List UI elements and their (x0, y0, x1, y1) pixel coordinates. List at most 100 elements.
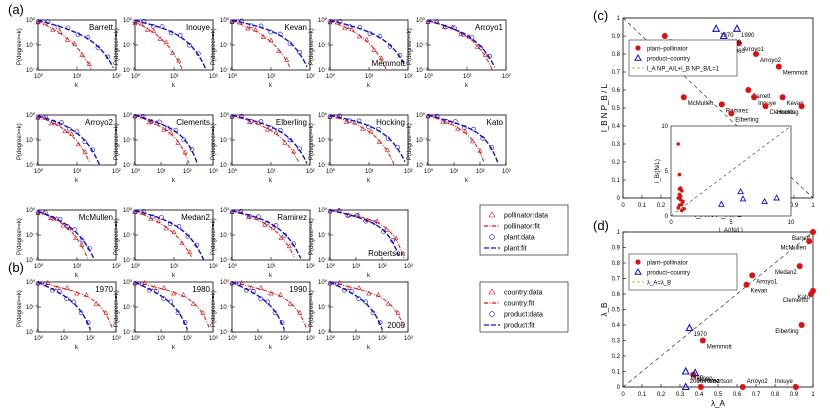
inset-x-tick-label: 10 (788, 220, 795, 226)
plant-data-marker (327, 281, 333, 286)
y-tick-label: 10⁻² (123, 330, 135, 336)
point-label: Kevan (787, 101, 804, 107)
plant-data-marker (347, 24, 353, 30)
product-country-point (685, 323, 694, 332)
legend-box (628, 253, 738, 291)
plant-data-marker (287, 137, 293, 143)
pollinator-data-marker (69, 131, 75, 137)
point-label: Elberling (735, 117, 758, 123)
pollinator-data-marker (277, 291, 283, 297)
pollinator-data-marker (55, 121, 61, 127)
plant-pollinator-point (751, 94, 758, 101)
pollinator-data-marker (86, 61, 92, 66)
plant-data-marker (478, 45, 484, 50)
point-label: 1990 (741, 33, 755, 39)
plant-data-marker (43, 114, 49, 120)
plant-data-marker (157, 119, 162, 125)
legend-label: plant:data (504, 235, 535, 242)
y-tick-label: 0.9 (612, 34, 621, 40)
pollinator-fit-line (231, 281, 307, 328)
pollinator-data-marker (384, 226, 390, 232)
y-tick-label: 10⁻² (26, 68, 38, 74)
pollinator-data-marker (268, 37, 274, 43)
plant-data-marker (425, 113, 431, 119)
x-tick-label: 10¹ (73, 74, 82, 80)
x-tick-label: 0.4 (695, 392, 704, 398)
pollinator-data-marker (170, 50, 176, 55)
pollinator-data-marker (286, 243, 292, 249)
pollinator-data-marker (60, 222, 66, 228)
x-tick-label: 0 (621, 392, 625, 398)
plant-fit-line (329, 19, 406, 67)
plant-data-marker (443, 24, 448, 30)
plant-data-marker (489, 145, 495, 151)
plant-data-marker (291, 241, 296, 246)
x-tick-label: 0.6 (733, 392, 742, 398)
pollinator-data-marker (245, 25, 251, 31)
x-tick-label: 10⁰ (228, 263, 238, 270)
pollinator-data-marker (482, 52, 488, 57)
x-axis-label: k (269, 273, 273, 279)
plant-data-marker (147, 287, 152, 293)
point-label: 1970 (720, 33, 734, 39)
x-tick-label: 10² (112, 264, 121, 270)
pollinator-data-marker (440, 119, 446, 124)
plant-data-marker (85, 35, 91, 40)
plant-data-marker (165, 125, 170, 131)
plant-pollinator-point (808, 291, 815, 297)
x-tick-label: 10² (404, 169, 413, 175)
plant-data-marker (65, 224, 70, 229)
pollinator-data-marker (75, 141, 81, 147)
axes-frame (231, 114, 311, 166)
x-tick-label: 10¹ (73, 264, 82, 270)
plant-data-marker (175, 310, 181, 315)
subplot-mcmullen: 10⁰ 10¹ 10²10⁰10⁻¹10⁻²kP(degree>=k)McMulle… (17, 207, 121, 279)
plant-data-marker (154, 289, 159, 294)
legend-label: country:data (504, 290, 543, 297)
pollinator-data-marker (352, 119, 358, 125)
plant-data-marker (390, 238, 395, 243)
y-tick-label: 0 (617, 196, 621, 202)
pollinator-data-marker (171, 290, 177, 296)
y-tick-label: 10⁰ (220, 279, 230, 286)
plant-data-marker (42, 281, 48, 287)
plant-fit-line (134, 114, 199, 165)
point-label: McMullen (781, 245, 807, 251)
x-tick-label: 10³ (209, 336, 218, 342)
pollinator-data-marker (146, 119, 152, 125)
plant-data-marker (327, 208, 333, 214)
plant-data-marker (249, 118, 254, 124)
y-tick-label: 0.6 (612, 292, 621, 298)
pollinator-fit-line (329, 281, 405, 328)
x-tick-label: 10⁰ (34, 263, 44, 270)
x-tick-label: 10¹ (267, 169, 276, 175)
x-tick-label: 10¹ (450, 169, 459, 175)
x-tick-label: 0.8 (771, 392, 780, 398)
subplot-title: Barrett (89, 23, 114, 32)
plant-data-marker (229, 209, 235, 215)
x-axis-label: k (172, 178, 176, 184)
y-tick-label: 10⁻² (220, 68, 232, 74)
plant-data-marker (187, 42, 192, 48)
legend-box (628, 39, 738, 77)
plant-fit-line (329, 281, 383, 330)
pollinator-data-marker (171, 229, 177, 234)
plant-data-marker (74, 129, 80, 135)
y-tick-label: 10⁻² (416, 68, 428, 74)
y-tick-label: 10⁰ (123, 279, 133, 286)
plant-pollinator-point (779, 94, 786, 101)
legend-label: country:fit (504, 301, 534, 308)
y-tick-label: 0.7 (612, 70, 621, 76)
y-tick-label: 0.2 (612, 160, 621, 166)
plant-data-marker (336, 208, 342, 214)
plant-data-marker (161, 296, 166, 302)
point-label: Memmott (707, 345, 732, 351)
y-tick-label: 10⁰ (416, 112, 426, 119)
subplot-title: Memmott (372, 59, 406, 68)
y-tick-label: 10⁻² (220, 258, 232, 264)
x-tick-label: 0.7 (752, 392, 761, 398)
pollinator-data-marker (79, 52, 85, 57)
legend-label: product:data (504, 312, 543, 319)
